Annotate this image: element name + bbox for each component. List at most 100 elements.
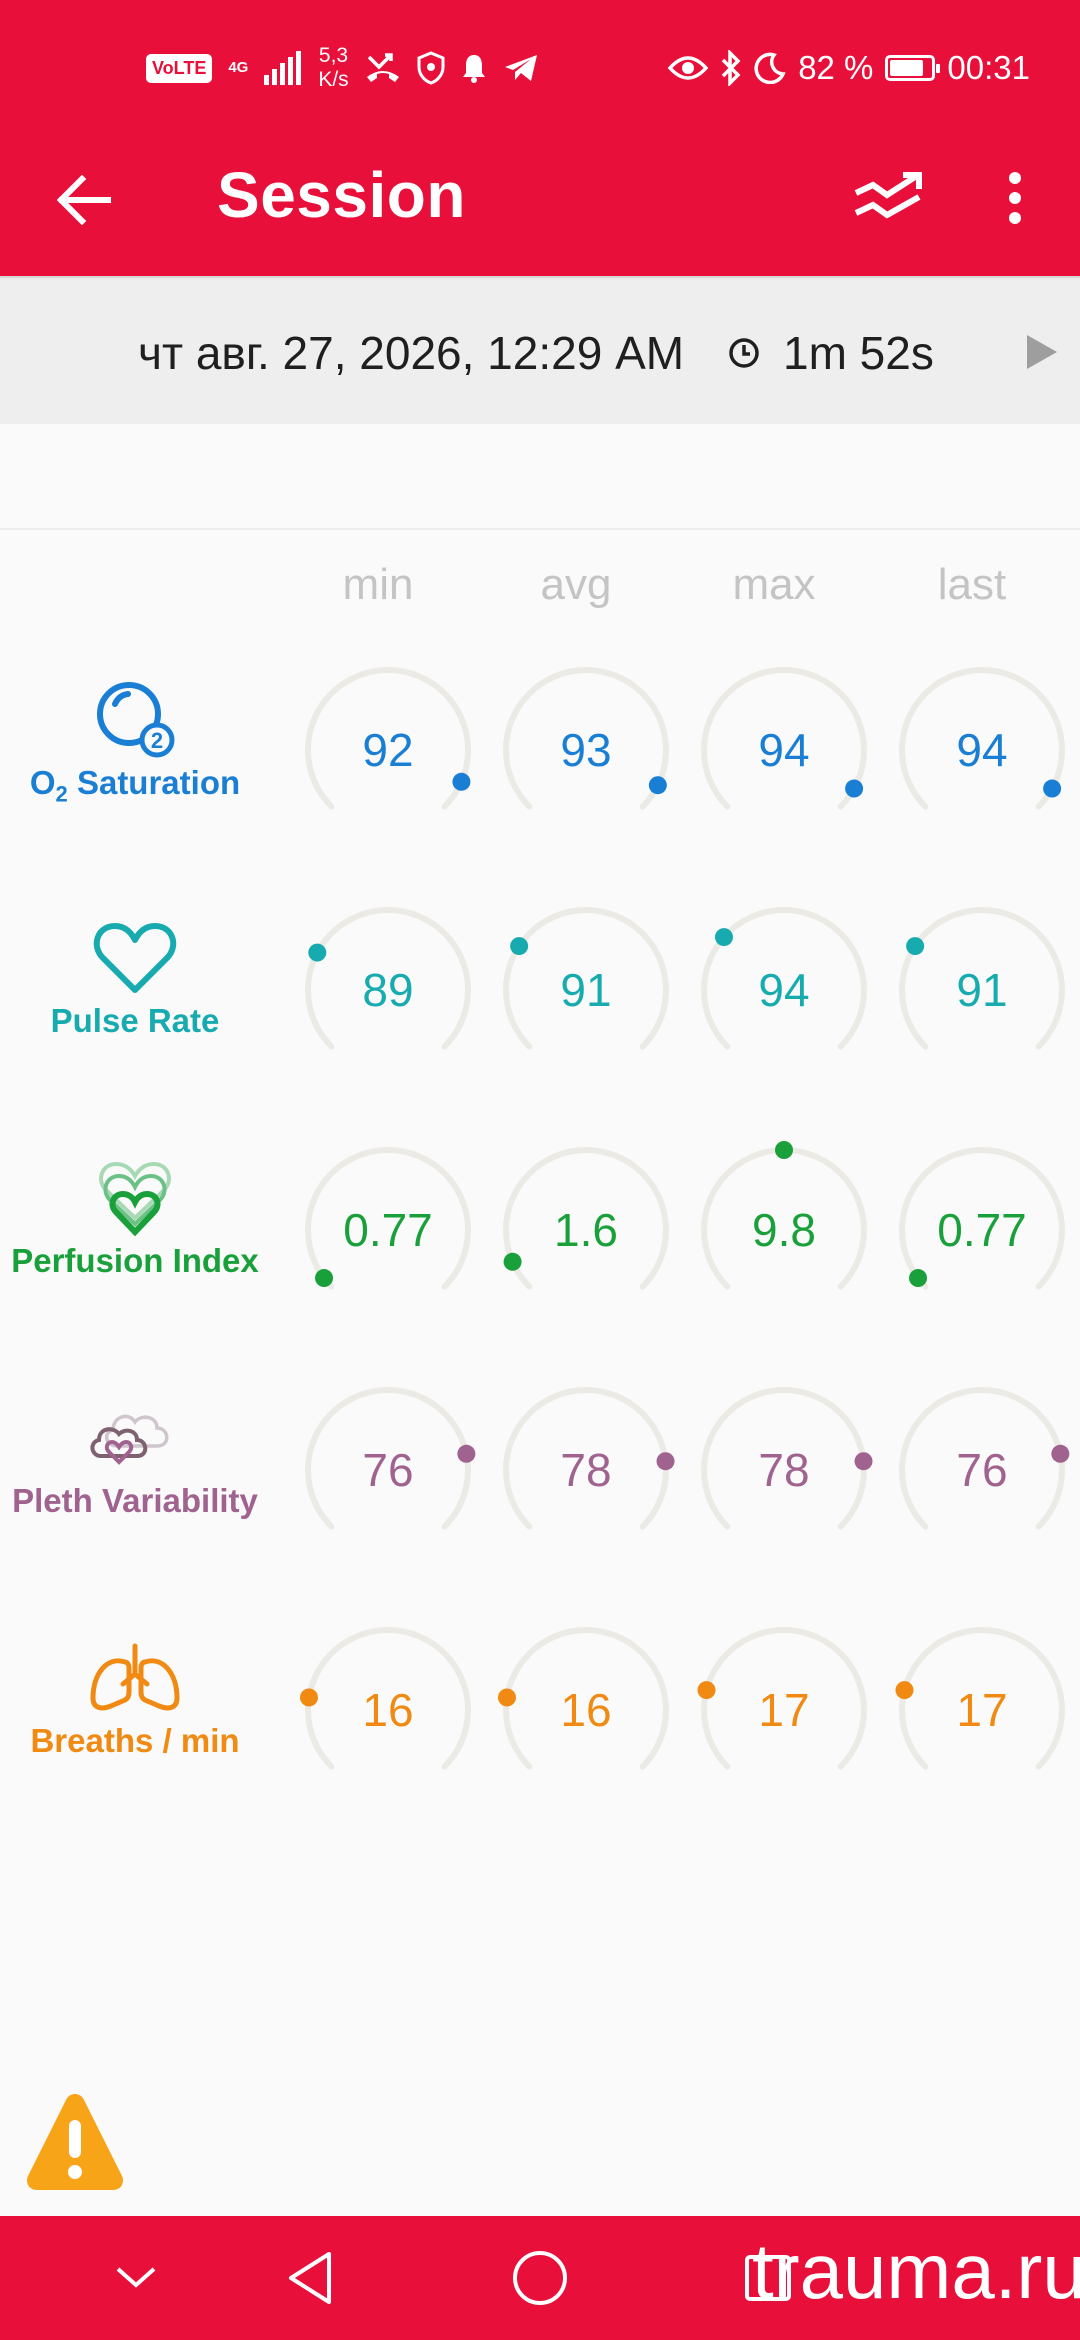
metric-name-o2-sub: 2 — [55, 781, 68, 807]
gauge-arc — [497, 1627, 669, 1770]
metric-name-o2-prefix: O — [29, 764, 56, 801]
telegram-icon — [504, 55, 537, 81]
column-header-avg: avg — [540, 560, 612, 609]
metric-name-pulse: Pulse Rate — [50, 1002, 220, 1039]
watermark: trauma.ru — [752, 2227, 1080, 2315]
gauge-indicator-dot — [906, 937, 925, 956]
gauge-track — [899, 1387, 1065, 1530]
gauge-value-rr-last: 17 — [956, 1684, 1008, 1736]
status-bar: VoLTE 4G 5,3 K/s — [0, 0, 1080, 132]
gauge-arc — [701, 907, 867, 1050]
nav-collapse-button[interactable] — [98, 2240, 174, 2316]
column-header-max: max — [732, 560, 816, 609]
gauge-value-pulse-min: 89 — [362, 964, 414, 1016]
gauge-track — [899, 1147, 1065, 1290]
play-icon — [1027, 335, 1057, 369]
gauge-pi-last: 0.77 — [882, 1130, 1080, 1330]
gauge-arc — [503, 1147, 669, 1290]
eye-icon — [668, 56, 709, 80]
svg-text:2: 2 — [151, 728, 163, 753]
gauge-indicator-dot — [299, 1688, 318, 1707]
data-speed-value: 5,3 — [318, 44, 349, 67]
nav-back-button[interactable] — [272, 2240, 348, 2316]
collapse-chevron-icon — [116, 2267, 156, 2288]
gauge-value-pi-max: 9.8 — [752, 1204, 816, 1256]
gauge-track — [503, 907, 669, 1050]
gauge-o2-last: 94 — [882, 650, 1080, 850]
perfusion-hearts-icon — [99, 1161, 171, 1236]
nav-home-button[interactable] — [502, 2240, 578, 2316]
column-header-min: min — [342, 560, 414, 609]
back-triangle-icon — [289, 2252, 331, 2304]
gauge-o2-avg: 93 — [486, 650, 686, 850]
column-header-last: last — [937, 560, 1007, 609]
gauge-track — [305, 667, 471, 810]
metric-label-o2: 2 O2 Saturation — [0, 680, 270, 808]
gauge-pulse-max: 94 — [684, 890, 884, 1090]
gauge-indicator-dot — [1051, 1444, 1070, 1463]
gauge-indicator-dot — [909, 1269, 928, 1288]
gauge-arc — [305, 1387, 476, 1530]
nav-recents-button[interactable] — [730, 2240, 806, 2316]
gauge-indicator-dot — [510, 937, 529, 956]
warning-button[interactable] — [22, 2088, 128, 2194]
battery-fill — [890, 60, 924, 76]
gauge-arc — [701, 667, 867, 810]
gauge-indicator-dot — [648, 776, 667, 795]
network-label: 4G — [228, 59, 249, 76]
home-circle-icon — [513, 2251, 567, 2305]
back-button[interactable] — [50, 166, 118, 234]
gauge-value-pulse-max: 94 — [758, 964, 810, 1016]
gauge-track — [305, 1147, 471, 1290]
gauge-arc — [701, 1387, 873, 1530]
trend-button[interactable] — [848, 162, 928, 234]
recents-square-icon — [745, 2255, 791, 2301]
battery-percent: 82 % — [798, 49, 874, 86]
gauge-track — [305, 1387, 471, 1530]
notification-bell-icon — [462, 55, 485, 83]
gauge-arc — [503, 667, 669, 810]
gauge-pi-avg: 1.6 — [486, 1130, 686, 1330]
gauge-indicator-dot — [775, 1141, 793, 1159]
gauge-value-rr-max: 17 — [758, 1684, 810, 1736]
gauge-value-o2-avg: 93 — [560, 724, 612, 776]
gauge-track — [503, 1627, 669, 1770]
gauge-track — [701, 907, 867, 1050]
gauge-rr-avg: 16 — [486, 1610, 686, 1810]
gauge-track — [305, 1627, 471, 1770]
gauge-arc — [899, 667, 1065, 810]
gauge-pulse-avg: 91 — [486, 890, 686, 1090]
signal-icon — [264, 51, 302, 85]
gauge-indicator-dot — [854, 1452, 873, 1471]
more-button[interactable] — [990, 162, 1040, 234]
gauge-pulse-min: 89 — [288, 890, 488, 1090]
gauge-arc — [503, 907, 669, 1050]
shield-icon — [417, 51, 445, 85]
data-speed: 5,3 K/s — [318, 44, 348, 92]
status-left: VoLTE 4G 5,3 K/s — [146, 40, 539, 96]
gauge-pvi-max: 78 — [684, 1370, 884, 1570]
play-button[interactable] — [1020, 330, 1064, 374]
gauge-pvi-min: 76 — [288, 1370, 488, 1570]
gauge-indicator-dot — [452, 772, 471, 791]
gauge-arc — [697, 1627, 867, 1770]
gauge-rr-min: 16 — [288, 1610, 488, 1810]
gauge-value-o2-min: 92 — [362, 724, 414, 776]
status-right: 82 % 00:31 — [668, 40, 1030, 96]
pleth-clouds-icon — [90, 1414, 169, 1465]
gauge-rr-last: 17 — [882, 1610, 1080, 1810]
session-date: чт авг. 27, 2026, 12:29 AM — [138, 327, 685, 379]
gauge-value-pulse-avg: 91 — [560, 964, 612, 1016]
gauge-o2-min: 92 — [288, 650, 488, 850]
warning-icon — [27, 2094, 123, 2190]
gauge-pi-min: 0.77 — [288, 1130, 488, 1330]
metric-label-pi: Perfusion Index — [0, 1160, 270, 1280]
gauge-indicator-dot — [714, 928, 733, 947]
gauge-indicator-dot — [1043, 779, 1062, 798]
section-divider — [0, 528, 1080, 530]
gauge-indicator-dot — [656, 1452, 675, 1471]
gauge-arc — [299, 1627, 471, 1770]
page-title: Session — [217, 159, 466, 231]
gauge-track — [701, 1387, 867, 1530]
battery-icon — [885, 55, 941, 81]
